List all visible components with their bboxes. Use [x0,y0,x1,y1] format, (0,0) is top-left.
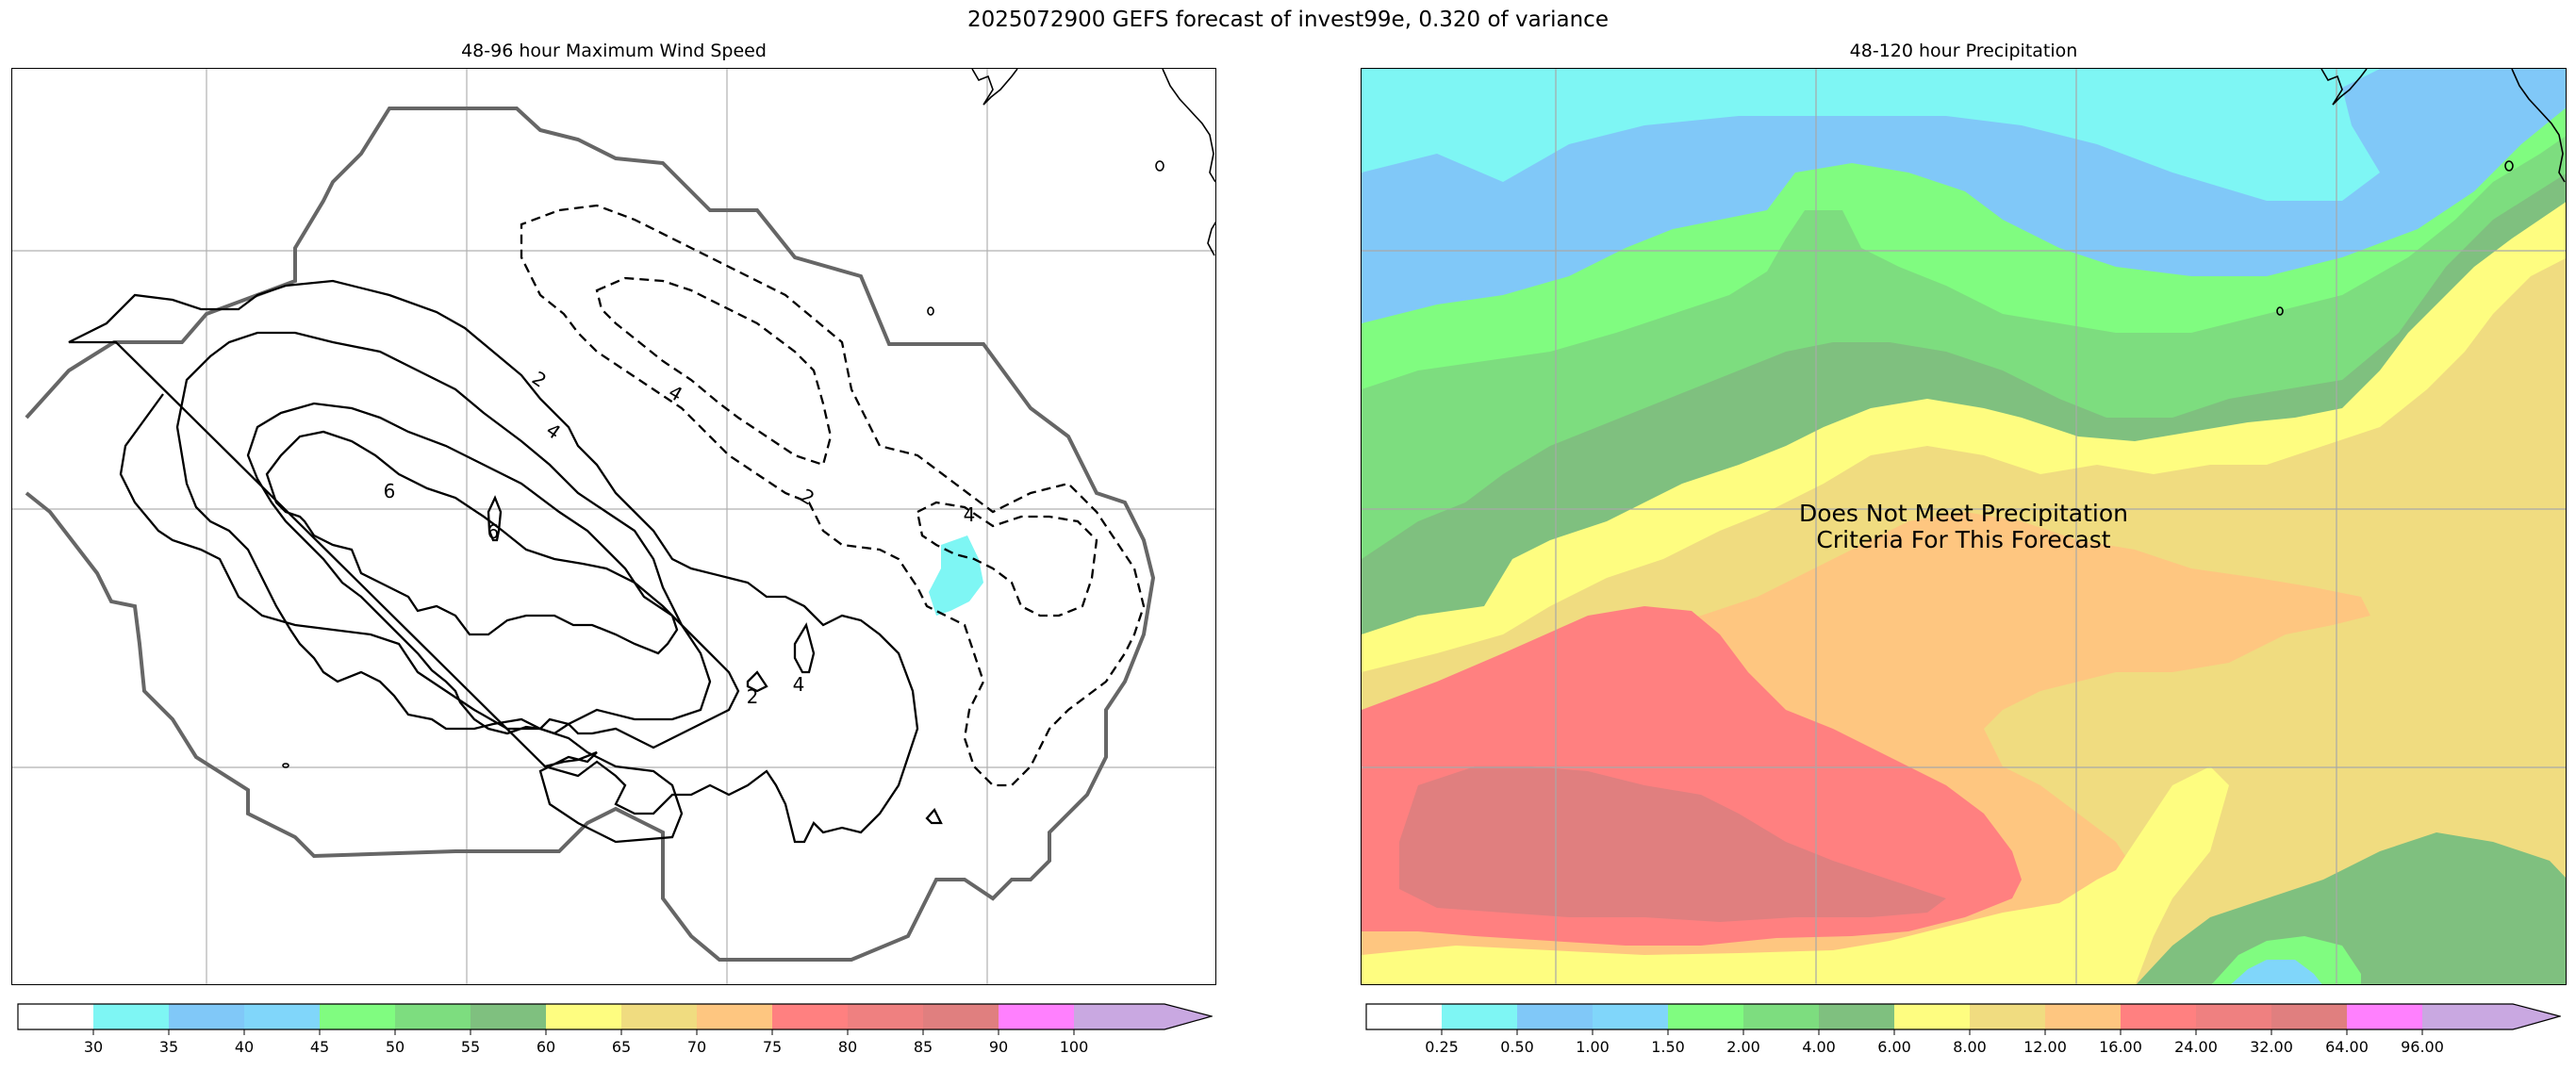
precip-colorbar-swatches [1365,1003,2563,1035]
contour-label: 4 [665,380,686,405]
map-gridlines [12,69,1215,984]
precip-band-darkred [1399,766,1946,922]
precip-coastline [2276,69,2566,316]
wind-colorbar-tick-label: 50 [385,1038,405,1056]
precip-gridlines [1362,69,2566,984]
contour-label: 6 [487,520,500,543]
contour-label: 4 [793,673,805,696]
contour-label: 6 [384,480,396,502]
precip-colorbar-swatch [1668,1004,1743,1029]
precip-colorbar-swatch [2271,1004,2347,1029]
precip-band-yellow-bottom [1362,766,2229,984]
wind-colorbar-swatch [848,1004,923,1029]
precipitation-criteria-notice: Does Not Meet Precipitation Criteria For… [1799,500,2128,553]
wind-colorbar-tick-label: 55 [460,1038,481,1056]
forecast-envelope [25,107,1156,962]
wind-colorbar-swatch [923,1004,999,1029]
precip-colorbar-tick-label: 0.50 [1500,1038,1534,1056]
precip-colorbar-swatch [1517,1004,1593,1029]
wind-colorbar-tick-label: 85 [913,1038,933,1056]
wind-colorbar-tick-label: 30 [83,1038,104,1056]
precip-colorbar-swatch [1366,1004,1442,1029]
precip-colorbar-tick-label: 4.00 [1802,1038,1836,1056]
precip-colorbar-swatch [1819,1004,1894,1029]
wind-contours-solid [68,279,943,844]
wind-speed-contour-plot: 2 4 6 6 2 4 4 4 2 [12,69,1215,984]
precip-colorbar-swatch [2045,1004,2121,1029]
wind-30kt-patch [929,535,983,616]
precip-colorbar-swatch [1743,1004,1819,1029]
precip-colorbar-swatch [2196,1004,2271,1029]
precip-colorbar-tick-label: 6.00 [1877,1038,1911,1056]
wind-colorbar-swatch [18,1004,93,1029]
wind-colorbar-swatch [772,1004,848,1029]
precip-colorbar-tick-label: 12.00 [2023,1038,2067,1056]
contour-label: 4 [542,419,565,444]
wind-panel-title: 48-96 hour Maximum Wind Speed [461,41,767,61]
contour-label: 4 [964,503,976,526]
figure-title: 2025072900 GEFS forecast of invest99e, 0… [967,8,1609,32]
wind-colorbar-swatch [999,1004,1074,1029]
wind-speed-map: 2 4 6 6 2 4 4 4 2 [11,68,1216,985]
precip-colorbar-tick-label: 2.00 [1726,1038,1760,1056]
wind-colorbar-tick-label: 35 [158,1038,179,1056]
precip-band-green-bottom [2136,832,2566,984]
precip-panel-title: 48-120 hour Precipitation [1849,41,2078,61]
wind-colorbar-swatch [320,1004,395,1029]
wind-colorbar-swatch [93,1004,169,1029]
wind-colorbar-swatch [621,1004,697,1029]
wind-colorbar-swatches [17,1003,1214,1035]
precip-colorbar-swatch [1593,1004,1668,1029]
wind-colorbar-swatch [471,1004,546,1029]
wind-colorbar-swatch [546,1004,621,1029]
wind-colorbar-tick-label: 70 [686,1038,707,1056]
precip-colorbar-swatch [2422,1004,2560,1029]
precip-band-blue-bottom [2231,960,2322,984]
precipitation-filled-contours [1362,69,2566,984]
precip-colorbar-swatch [2121,1004,2196,1029]
precip-colorbar-swatch [1970,1004,2045,1029]
precip-colorbar-tick-label: 8.00 [1953,1038,1987,1056]
precip-colorbar-swatch [1894,1004,1970,1029]
wind-colorbar-tick-label: 80 [837,1038,858,1056]
wind-colorbar-swatch [244,1004,320,1029]
wind-colorbar-tick-label: 90 [988,1038,1009,1056]
wind-colorbar-tick-label: 100 [1059,1038,1089,1056]
precipitation-map: Does Not Meet Precipitation Criteria For… [1361,68,2567,985]
wind-colorbar-tick-label: 45 [309,1038,330,1056]
wind-colorbar-tick-label: 40 [234,1038,255,1056]
wind-colorbar-swatch [169,1004,244,1029]
precip-colorbar-outline [1365,1003,2563,1030]
wind-colorbar-outline [17,1003,1214,1030]
precip-colorbar-swatch [2347,1004,2422,1029]
wind-colorbar-swatch [1074,1004,1212,1029]
precip-colorbar-tick-label: 16.00 [2099,1038,2142,1056]
wind-speed-colorbar: 30 35 40 45 50 55 60 65 70 75 80 85 90 100 [17,1003,1214,1063]
precip-colorbar-tick-label: 1.50 [1651,1038,1685,1056]
precip-colorbar-tick-label: 24.00 [2174,1038,2218,1056]
contour-label: 2 [797,484,818,509]
coastline [282,69,1215,768]
contour-label: 2 [747,685,759,708]
precipitation-colorbar: 0.25 0.50 1.00 1.50 2.00 4.00 6.00 8.00 12.00 16.… [1365,1003,2563,1063]
precip-colorbar-tick-label: 0.25 [1425,1038,1459,1056]
precip-colorbar-tick-label: 96.00 [2401,1038,2444,1056]
wind-colorbar-tick-label: 60 [536,1038,556,1056]
wind-colorbar-swatch [697,1004,772,1029]
wind-contours-dashed [520,204,1146,787]
precip-colorbar-swatch [1442,1004,1517,1029]
precip-colorbar-tick-label: 1.00 [1576,1038,1610,1056]
precip-colorbar-tick-label: 64.00 [2325,1038,2369,1056]
precip-colorbar-tick-label: 32.00 [2250,1038,2293,1056]
wind-colorbar-tick-label: 65 [611,1038,632,1056]
wind-colorbar-swatch [395,1004,471,1029]
wind-colorbar-tick-label: 75 [762,1038,783,1056]
